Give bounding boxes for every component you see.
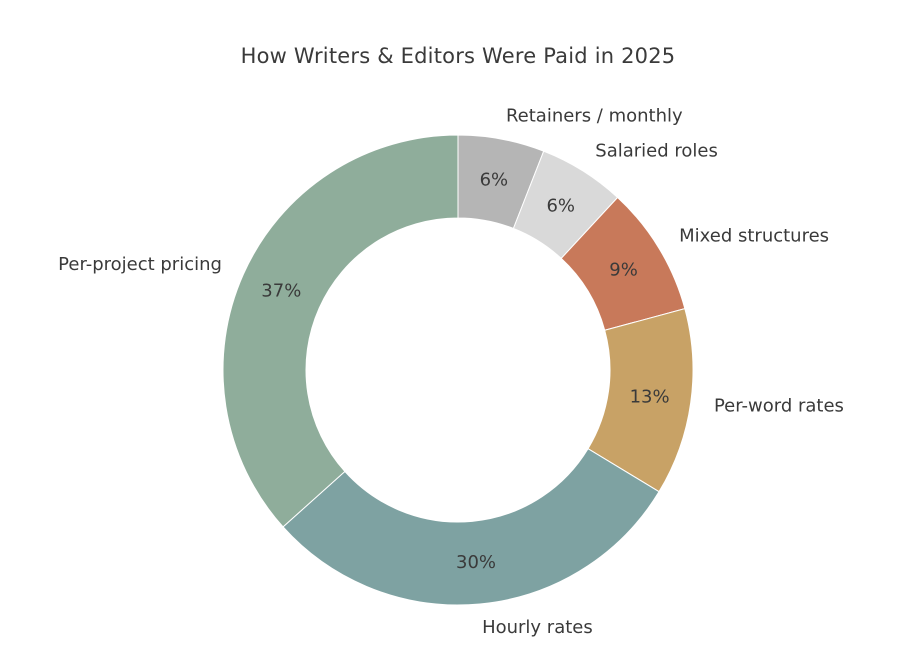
pct-label-retainers-monthly: 6% bbox=[480, 169, 509, 190]
pct-label-per-word-rates: 13% bbox=[630, 386, 670, 407]
pct-label-salaried-roles: 6% bbox=[546, 196, 575, 217]
donut-slices bbox=[222, 134, 694, 606]
category-label-hourly-rates: Hourly rates bbox=[482, 617, 593, 638]
pct-label-per-project-pricing: 37% bbox=[261, 281, 301, 302]
slice-hourly-rates bbox=[282, 448, 660, 606]
category-label-mixed-structures: Mixed structures bbox=[679, 226, 829, 247]
chart-title: How Writers & Editors Were Paid in 2025 bbox=[240, 44, 676, 68]
pct-label-hourly-rates: 30% bbox=[456, 552, 496, 573]
category-label-per-project-pricing: Per-project pricing bbox=[58, 254, 222, 275]
slice-per-project-pricing bbox=[222, 134, 459, 528]
category-label-retainers-monthly: Retainers / monthly bbox=[506, 105, 683, 126]
percentage-labels: 6% 6% 9% 13% 30% 37% bbox=[261, 169, 669, 573]
category-labels: Retainers / monthly Salaried roles Mixed s… bbox=[58, 105, 844, 637]
pct-label-mixed-structures: 9% bbox=[609, 259, 638, 280]
category-label-salaried-roles: Salaried roles bbox=[595, 140, 718, 161]
category-label-per-word-rates: Per-word rates bbox=[714, 396, 844, 417]
